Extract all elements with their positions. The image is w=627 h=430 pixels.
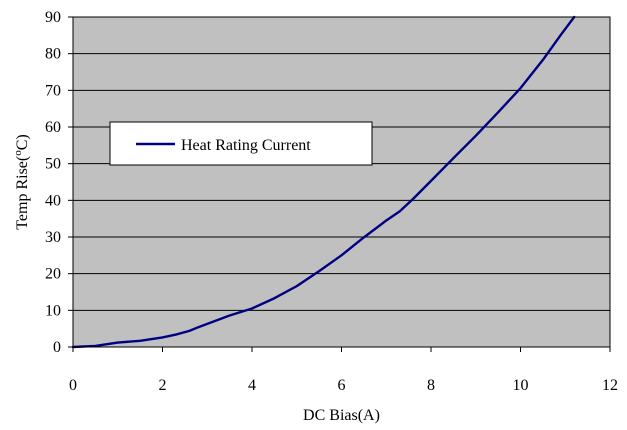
y-tick-label-30: 30 — [45, 229, 61, 246]
x-tick-label-2: 2 — [159, 377, 167, 394]
y-tick-label-10: 10 — [45, 302, 61, 319]
legend-label-heat-rating-current: Heat Rating Current — [181, 137, 311, 154]
y-axis-title: Temp Rise(oC) — [12, 134, 31, 229]
x-tick-label-10: 10 — [513, 377, 529, 394]
legend: Heat Rating Current — [109, 121, 373, 166]
x-tick-label-0: 0 — [69, 377, 77, 394]
y-tick-label-20: 20 — [45, 266, 61, 283]
x-axis-title: DC Bias(A) — [303, 407, 380, 424]
y-tick-label-40: 40 — [45, 192, 61, 209]
y-axis-title-superscript: o — [12, 150, 24, 156]
x-tick-label-4: 4 — [248, 377, 256, 394]
x-tick-label-12: 12 — [602, 377, 618, 394]
x-tick-label-8: 8 — [427, 377, 435, 394]
x-ticks: 0 2 4 6 8 10 12 — [69, 347, 618, 394]
y-tick-label-70: 70 — [45, 82, 61, 99]
y-tick-label-60: 60 — [45, 119, 61, 136]
y-tick-label-80: 80 — [45, 46, 61, 63]
y-tick-label-0: 0 — [53, 339, 61, 356]
y-ticks: 0 10 20 30 40 50 60 70 80 90 — [45, 9, 73, 356]
y-axis-title-main: Temp Rise( — [14, 156, 31, 230]
plot-area — [73, 17, 610, 347]
series-line-heat-rating-current — [71, 15, 576, 349]
y-tick-label-90: 90 — [45, 9, 61, 26]
y-axis-title-end: C) — [14, 134, 31, 150]
y-tick-label-50: 50 — [45, 156, 61, 173]
x-tick-label-6: 6 — [338, 377, 346, 394]
